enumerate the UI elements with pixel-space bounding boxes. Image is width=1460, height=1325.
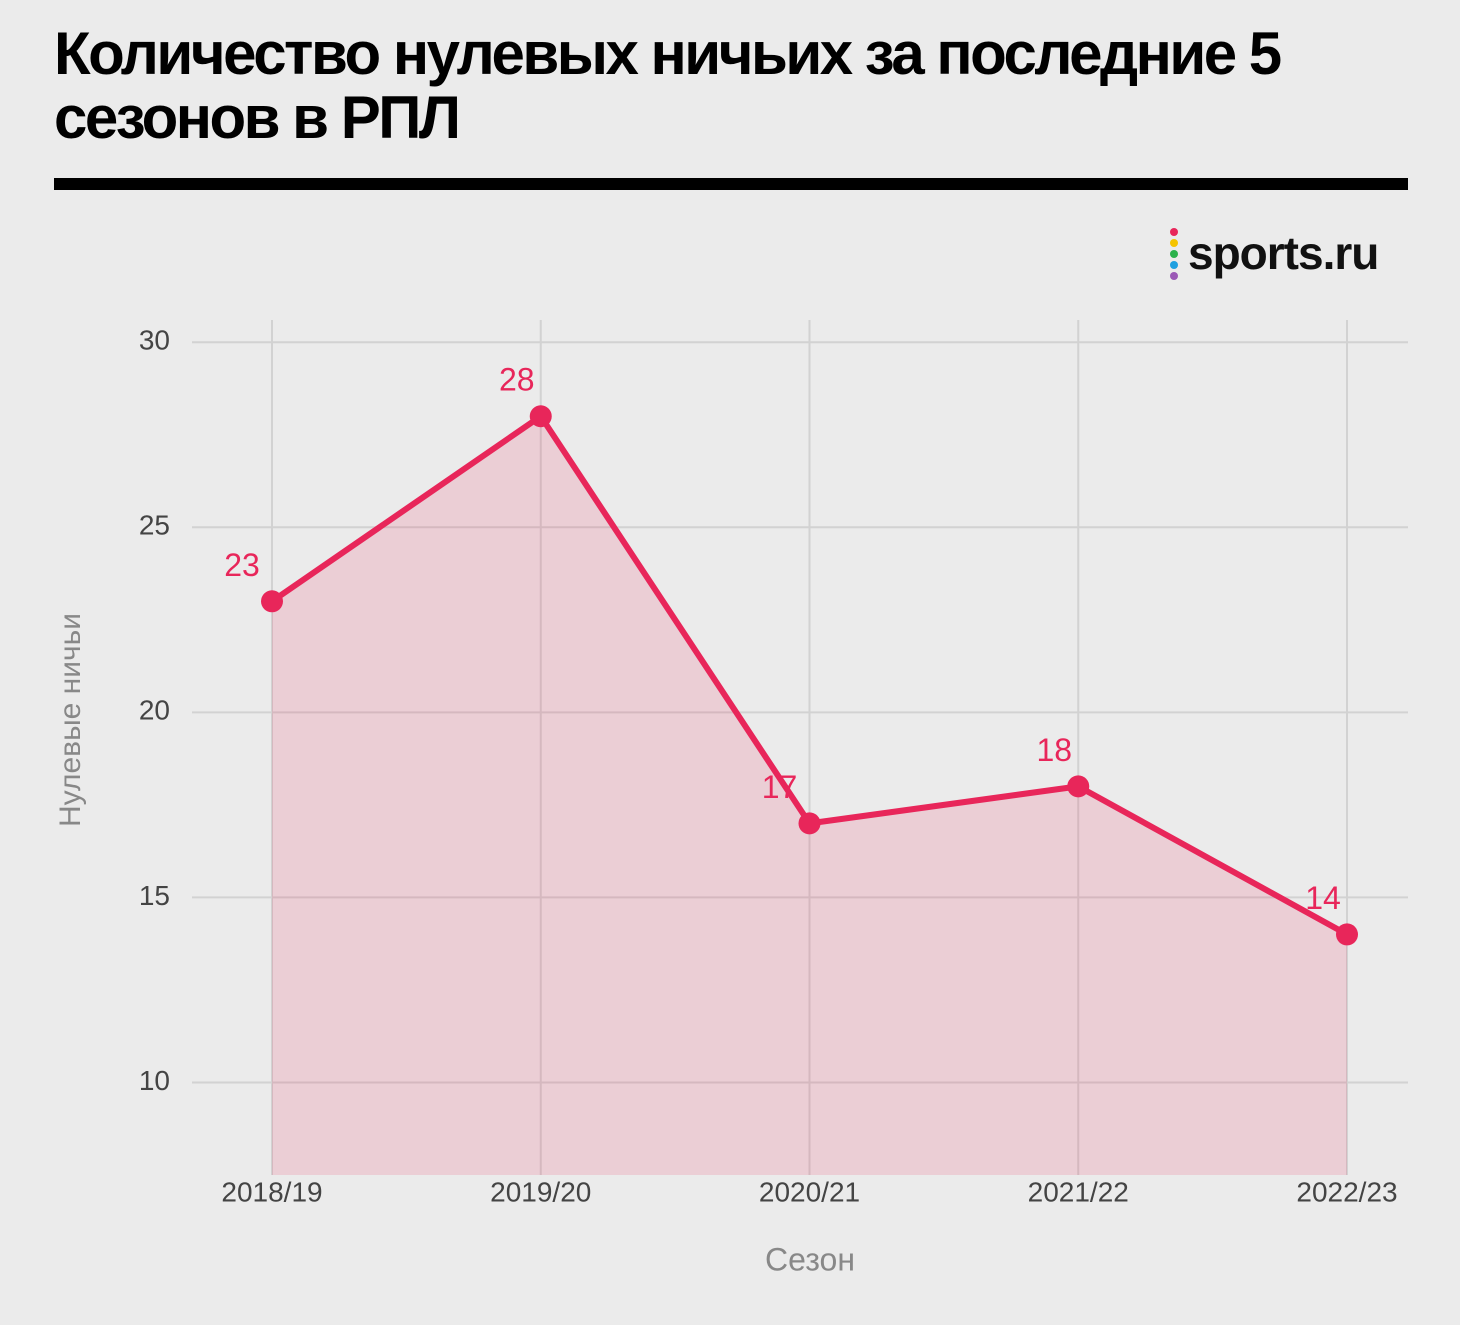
logo-dot bbox=[1170, 250, 1178, 258]
y-tick-label: 25 bbox=[139, 510, 170, 541]
x-tick-label: 2020/21 bbox=[759, 1176, 860, 1207]
x-tick-label: 2018/19 bbox=[221, 1176, 322, 1207]
y-tick-label: 10 bbox=[139, 1065, 170, 1096]
point bbox=[529, 405, 552, 428]
point bbox=[261, 590, 283, 613]
logo-dot bbox=[1170, 261, 1178, 269]
point bbox=[1067, 775, 1090, 798]
logo-dot bbox=[1170, 228, 1178, 236]
data-label: 14 bbox=[1305, 880, 1341, 916]
data-label: 23 bbox=[224, 547, 260, 583]
data-label: 18 bbox=[1036, 732, 1072, 768]
data-label: 28 bbox=[499, 362, 535, 398]
title: Количество нулевых ничьих за последние 5… bbox=[54, 20, 1282, 151]
x-tick-label: 2019/20 bbox=[490, 1176, 591, 1207]
area bbox=[272, 416, 1347, 1175]
title-rule bbox=[54, 178, 1408, 190]
x-axis-label: Сезон bbox=[765, 1241, 855, 1277]
logo-dot bbox=[1170, 239, 1178, 247]
point bbox=[1336, 923, 1358, 946]
y-tick-label: 20 bbox=[139, 695, 170, 726]
y-tick-label: 15 bbox=[139, 880, 170, 911]
logo-text: sports.ru bbox=[1188, 227, 1379, 279]
data-label: 17 bbox=[762, 769, 798, 805]
logo-dot bbox=[1170, 272, 1178, 280]
x-tick-label: 2021/22 bbox=[1028, 1176, 1129, 1207]
y-axis-label: Нулевые ничьи bbox=[54, 613, 87, 827]
point bbox=[798, 812, 821, 835]
y-tick-label: 30 bbox=[139, 325, 170, 356]
x-tick-label: 2022/23 bbox=[1296, 1176, 1397, 1207]
